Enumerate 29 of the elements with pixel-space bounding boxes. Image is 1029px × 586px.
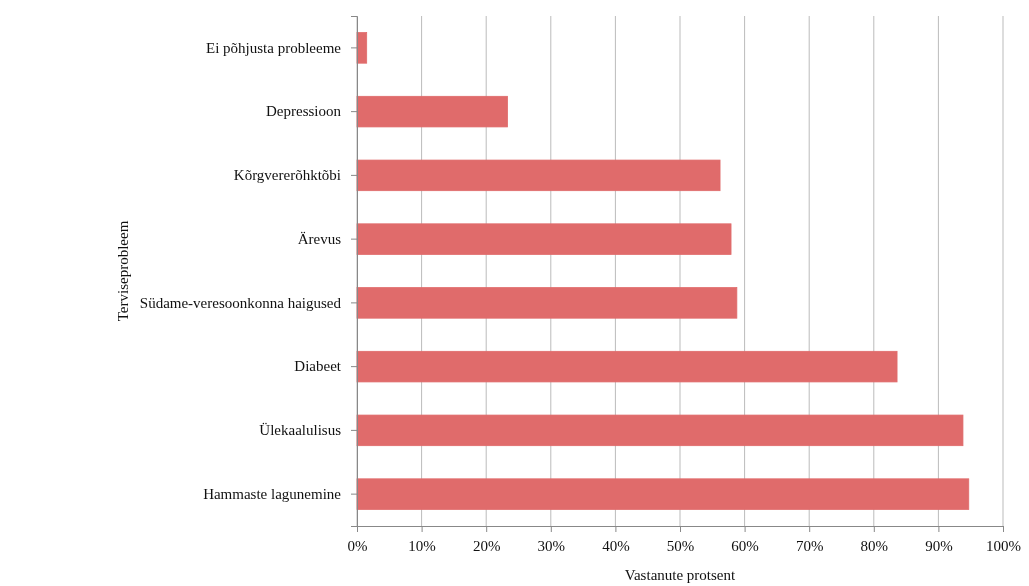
x-tick-label: 40% [602, 537, 630, 554]
y-tick-label: Ei põhjusta probleeme [206, 39, 342, 56]
x-tick-label: 10% [408, 537, 436, 554]
x-tick-label: 20% [472, 537, 501, 554]
y-tick-label: Ülekaalulisus [259, 422, 342, 439]
bar [356, 159, 721, 192]
bar [356, 414, 964, 447]
bar [356, 478, 970, 510]
x-tick-label: 80% [860, 537, 889, 554]
x-tick-label: 30% [537, 537, 566, 554]
x-tick-label: 90% [925, 537, 953, 554]
x-tick-label: 100% [986, 537, 1021, 554]
y-tick-label: Hammaste lagunemine [203, 485, 342, 502]
y-axis-title: Terviseprobleem [114, 220, 131, 322]
bar [356, 287, 738, 319]
x-tick-label: 60% [731, 537, 759, 554]
y-tick-label: Depressioon [266, 103, 342, 120]
x-tick-label: 0% [347, 537, 368, 554]
y-tick-label: Kõrgvererõhktõbi [233, 167, 341, 184]
x-axis-title: Vastanute protsent [624, 567, 737, 583]
y-tick-label: Diabeet [294, 358, 342, 375]
bar [356, 32, 368, 64]
x-tick-label: 70% [795, 537, 824, 554]
x-tick-label: 50% [666, 537, 695, 554]
y-tick-label: Südame-veresoonkonna haigused [139, 294, 342, 311]
bar [356, 350, 898, 383]
bar [356, 223, 732, 255]
bar [356, 95, 508, 128]
y-tick-label: Ärevus [297, 230, 342, 247]
